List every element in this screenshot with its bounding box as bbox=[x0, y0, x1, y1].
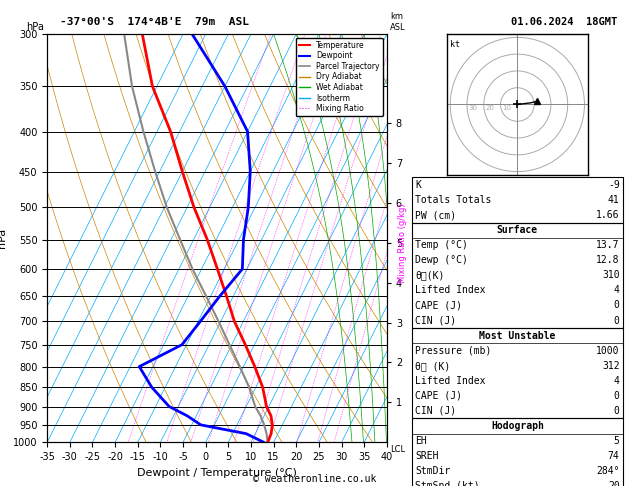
Text: 0: 0 bbox=[614, 391, 620, 401]
Text: 0: 0 bbox=[614, 406, 620, 416]
Text: © weatheronline.co.uk: © weatheronline.co.uk bbox=[253, 473, 376, 484]
Text: 4: 4 bbox=[614, 376, 620, 386]
Text: 4: 4 bbox=[614, 285, 620, 295]
Text: 1000: 1000 bbox=[596, 346, 620, 356]
Text: 5: 5 bbox=[614, 436, 620, 446]
Text: Most Unstable: Most Unstable bbox=[479, 330, 555, 341]
Text: -37°00'S  174°4B'E  79m  ASL: -37°00'S 174°4B'E 79m ASL bbox=[60, 17, 248, 27]
Text: EH: EH bbox=[415, 436, 427, 446]
Text: kt: kt bbox=[450, 40, 460, 49]
Text: 0: 0 bbox=[614, 315, 620, 326]
Legend: Temperature, Dewpoint, Parcel Trajectory, Dry Adiabat, Wet Adiabat, Isotherm, Mi: Temperature, Dewpoint, Parcel Trajectory… bbox=[296, 38, 383, 116]
Text: 20: 20 bbox=[608, 481, 620, 486]
Text: 12.8: 12.8 bbox=[596, 255, 620, 265]
Text: 30: 30 bbox=[469, 104, 477, 110]
Text: Temp (°C): Temp (°C) bbox=[415, 240, 468, 250]
Text: 74: 74 bbox=[608, 451, 620, 461]
Text: θᴇ(K): θᴇ(K) bbox=[415, 270, 445, 280]
Text: Pressure (mb): Pressure (mb) bbox=[415, 346, 491, 356]
Text: 284°: 284° bbox=[596, 466, 620, 476]
Y-axis label: hPa: hPa bbox=[0, 228, 8, 248]
Text: CIN (J): CIN (J) bbox=[415, 315, 456, 326]
Text: Dewp (°C): Dewp (°C) bbox=[415, 255, 468, 265]
Text: Mixing Ratio (g/kg): Mixing Ratio (g/kg) bbox=[398, 203, 407, 283]
Text: CAPE (J): CAPE (J) bbox=[415, 300, 462, 311]
Text: 310: 310 bbox=[602, 270, 620, 280]
Text: K: K bbox=[415, 180, 421, 190]
Text: CIN (J): CIN (J) bbox=[415, 406, 456, 416]
Text: -9: -9 bbox=[608, 180, 620, 190]
Text: StmSpd (kt): StmSpd (kt) bbox=[415, 481, 480, 486]
Text: θᴇ (K): θᴇ (K) bbox=[415, 361, 450, 371]
Text: Totals Totals: Totals Totals bbox=[415, 195, 491, 205]
Text: PW (cm): PW (cm) bbox=[415, 210, 456, 220]
Text: CAPE (J): CAPE (J) bbox=[415, 391, 462, 401]
Text: 1.66: 1.66 bbox=[596, 210, 620, 220]
Text: km
ASL: km ASL bbox=[390, 12, 406, 32]
Text: 01.06.2024  18GMT  (Base: 00): 01.06.2024 18GMT (Base: 00) bbox=[511, 17, 629, 27]
Text: StmDir: StmDir bbox=[415, 466, 450, 476]
Text: LCL: LCL bbox=[390, 445, 405, 454]
Text: 312: 312 bbox=[602, 361, 620, 371]
Text: Hodograph: Hodograph bbox=[491, 421, 544, 431]
Text: 0: 0 bbox=[614, 300, 620, 311]
Text: Surface: Surface bbox=[497, 225, 538, 235]
Text: 41: 41 bbox=[608, 195, 620, 205]
Text: 10: 10 bbox=[502, 104, 511, 110]
Text: 13.7: 13.7 bbox=[596, 240, 620, 250]
Text: Lifted Index: Lifted Index bbox=[415, 285, 486, 295]
Text: hPa: hPa bbox=[26, 21, 44, 32]
Text: Lifted Index: Lifted Index bbox=[415, 376, 486, 386]
Text: 20: 20 bbox=[486, 104, 494, 110]
Text: SREH: SREH bbox=[415, 451, 438, 461]
X-axis label: Dewpoint / Temperature (°C): Dewpoint / Temperature (°C) bbox=[137, 468, 297, 478]
